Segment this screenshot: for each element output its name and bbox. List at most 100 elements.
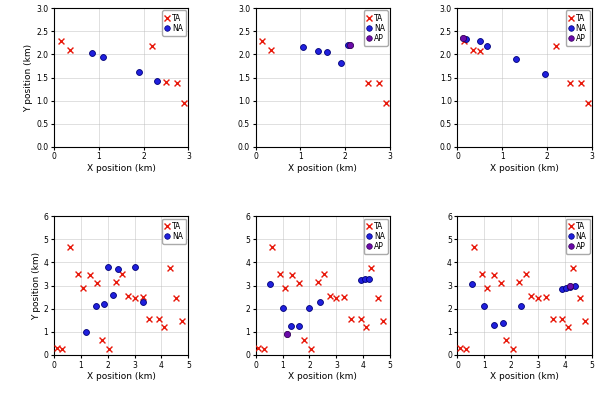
Point xyxy=(496,280,505,286)
Point xyxy=(299,337,309,343)
Point xyxy=(462,36,471,42)
Point xyxy=(130,264,139,271)
X-axis label: X position (km): X position (km) xyxy=(490,372,559,381)
Point xyxy=(65,244,75,251)
Point xyxy=(152,78,161,84)
Point xyxy=(306,346,316,353)
Point xyxy=(177,318,187,325)
Point xyxy=(475,38,485,45)
Point xyxy=(179,100,189,106)
Point xyxy=(56,37,65,44)
Point xyxy=(275,271,285,277)
Point xyxy=(551,43,561,49)
Point xyxy=(346,316,356,322)
Point xyxy=(373,295,383,302)
X-axis label: X position (km): X position (km) xyxy=(288,372,358,381)
Point xyxy=(477,271,487,277)
Point xyxy=(345,42,355,49)
Point xyxy=(360,275,370,282)
Point xyxy=(294,280,304,286)
X-axis label: X position (km): X position (km) xyxy=(87,164,155,173)
Point xyxy=(379,318,388,325)
Legend: TA, NA, AP: TA, NA, AP xyxy=(364,11,388,46)
Point xyxy=(159,324,169,330)
Point xyxy=(468,47,478,53)
Point xyxy=(581,318,590,325)
Point xyxy=(363,80,373,86)
Point xyxy=(145,316,154,322)
Point xyxy=(258,37,267,44)
Point xyxy=(172,295,181,302)
Y-axis label: Y position (km): Y position (km) xyxy=(25,44,33,111)
Point xyxy=(563,324,572,330)
Point xyxy=(575,295,585,302)
Point xyxy=(123,293,133,299)
Point xyxy=(356,316,365,322)
Point xyxy=(91,303,100,310)
Point xyxy=(323,49,332,55)
Point xyxy=(111,279,120,286)
Point xyxy=(540,71,550,77)
Point xyxy=(267,47,276,53)
Legend: TA, NA: TA, NA xyxy=(162,219,186,244)
Point xyxy=(557,316,567,322)
Point xyxy=(480,303,489,310)
Legend: TA, NA: TA, NA xyxy=(162,11,186,36)
Point xyxy=(562,285,571,291)
Point xyxy=(282,331,291,337)
Point xyxy=(516,303,526,310)
X-axis label: X position (km): X position (km) xyxy=(288,164,358,173)
X-axis label: X position (km): X position (km) xyxy=(490,164,559,173)
Point xyxy=(73,271,83,277)
Point xyxy=(99,301,108,307)
Point xyxy=(566,282,575,289)
Point xyxy=(134,69,144,75)
Point xyxy=(108,292,118,298)
Point xyxy=(456,345,465,351)
Point xyxy=(364,275,373,282)
Point xyxy=(118,271,127,277)
Point xyxy=(165,265,175,272)
Point xyxy=(356,277,365,283)
Point xyxy=(374,80,384,86)
Point xyxy=(511,56,520,62)
Point xyxy=(148,43,157,49)
Point xyxy=(287,272,297,278)
Point xyxy=(172,80,182,86)
Point xyxy=(469,244,478,251)
Y-axis label: Y position (km): Y position (km) xyxy=(32,252,41,319)
Point xyxy=(565,80,574,86)
Point xyxy=(79,285,89,291)
Point xyxy=(489,272,499,278)
Point xyxy=(280,285,290,291)
Point xyxy=(267,244,276,251)
Point xyxy=(138,294,148,300)
Point xyxy=(104,346,114,353)
Point xyxy=(340,294,349,300)
Point xyxy=(501,337,511,343)
Point xyxy=(313,279,322,286)
Point xyxy=(568,265,578,272)
Point xyxy=(482,285,492,291)
Point xyxy=(298,44,307,50)
Point xyxy=(98,53,108,60)
Legend: TA, NA, AP: TA, NA, AP xyxy=(566,11,590,46)
Point xyxy=(154,316,164,322)
Point xyxy=(508,346,517,353)
Point xyxy=(533,295,543,302)
Point xyxy=(130,295,139,302)
Point xyxy=(277,304,287,311)
Point xyxy=(527,293,536,299)
Point xyxy=(381,100,390,106)
Point xyxy=(325,293,334,299)
Point xyxy=(259,346,269,353)
Point xyxy=(498,319,508,326)
Point xyxy=(138,299,148,305)
Point xyxy=(570,282,579,289)
X-axis label: X position (km): X position (km) xyxy=(87,372,155,381)
Point xyxy=(475,47,485,54)
Legend: TA, NA, AP: TA, NA, AP xyxy=(566,219,590,254)
Point xyxy=(367,265,376,272)
Point xyxy=(304,304,315,311)
Point xyxy=(254,345,263,351)
